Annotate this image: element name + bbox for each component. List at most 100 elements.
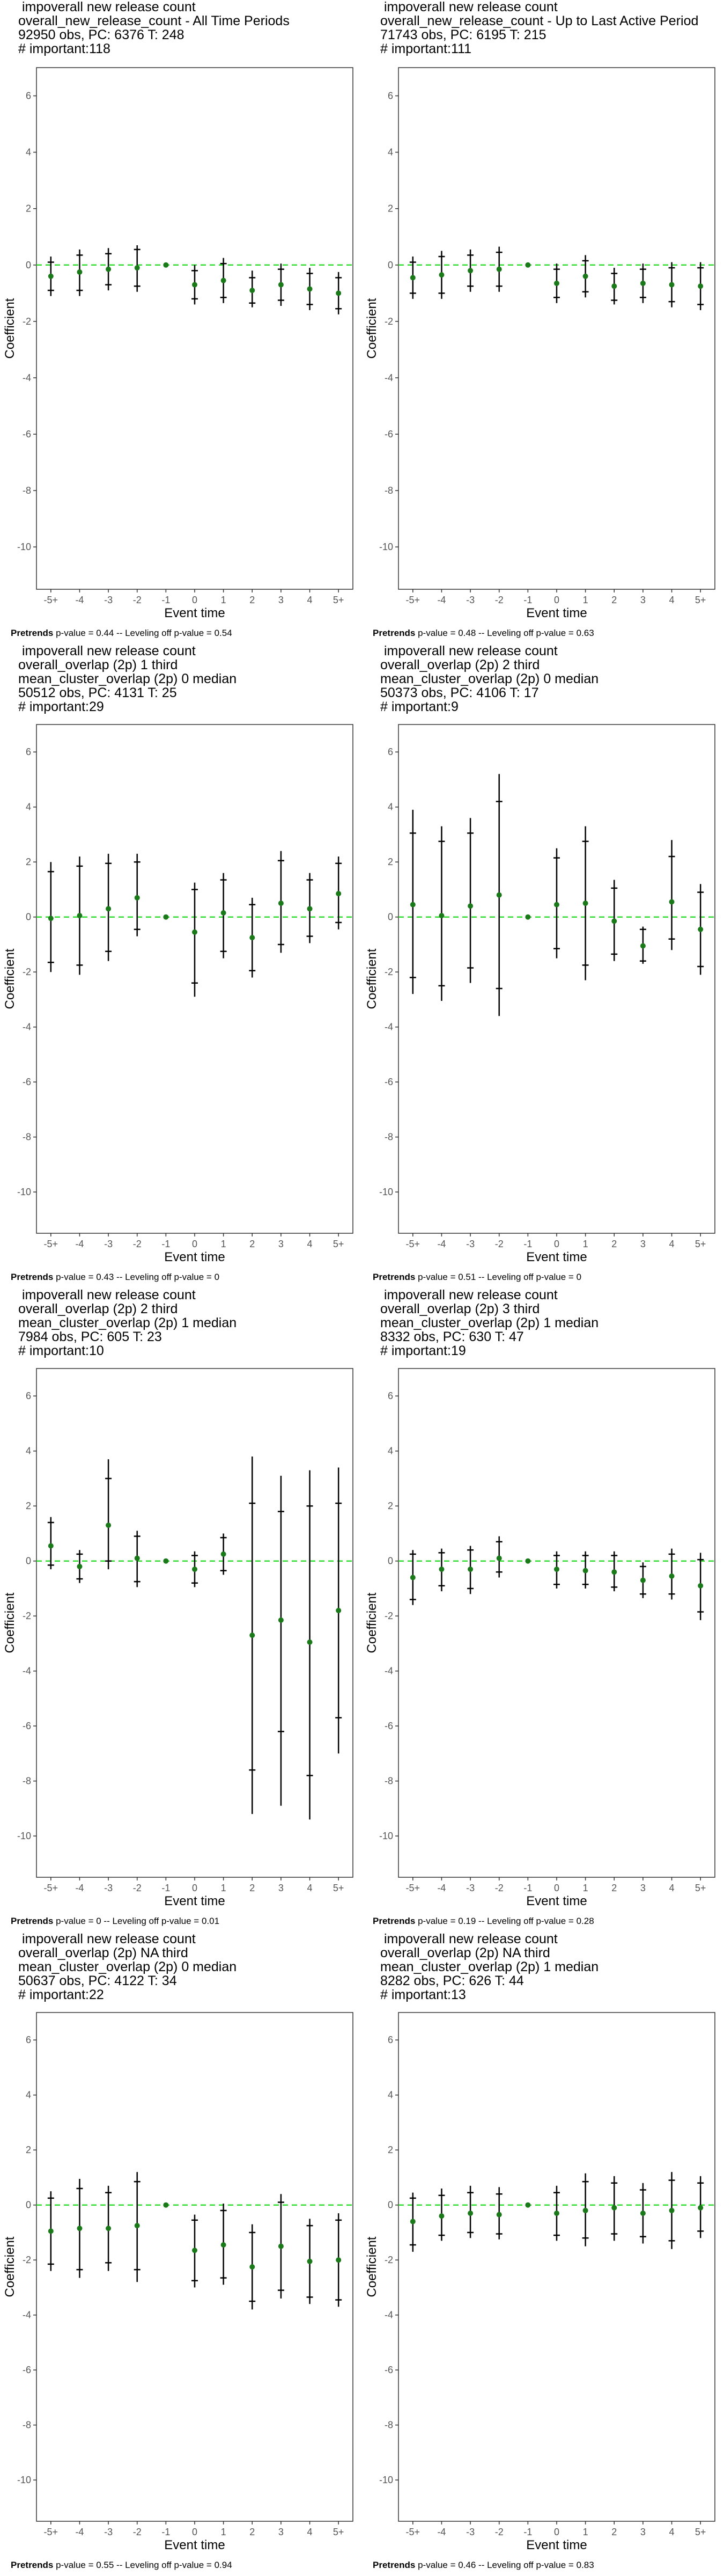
chart-title-line: 7984 obs, PC: 605 T: 23 bbox=[18, 1329, 162, 1344]
x-tick-label: 3 bbox=[640, 595, 646, 605]
y-tick-label: -2 bbox=[385, 316, 393, 327]
x-tick-label: 5+ bbox=[695, 1239, 706, 1249]
x-tick-label: -3 bbox=[104, 1239, 113, 1249]
x-tick-label: -3 bbox=[466, 2527, 475, 2537]
x-tick-label: 0 bbox=[192, 1883, 197, 1893]
y-tick-label: -8 bbox=[385, 1132, 393, 1143]
x-axis-title: Event time bbox=[164, 1894, 225, 1908]
x-tick-label: -2 bbox=[133, 595, 142, 605]
chart-title-line: mean_cluster_overlap (2p) 0 median bbox=[18, 1959, 237, 1974]
y-tick-label: -4 bbox=[23, 2310, 31, 2321]
y-tick-label: -10 bbox=[379, 2475, 393, 2485]
coefficient-point bbox=[669, 899, 675, 905]
x-tick-label: 5+ bbox=[695, 1883, 706, 1893]
y-tick-label: 4 bbox=[388, 2090, 393, 2101]
coefficient-point bbox=[468, 268, 474, 274]
y-tick-label: 6 bbox=[26, 2035, 31, 2045]
x-tick-label: -1 bbox=[161, 1883, 170, 1893]
y-tick-label: 2 bbox=[388, 2145, 393, 2155]
x-tick-label: 2 bbox=[611, 1239, 617, 1249]
pvalue-footnote-label: Pretrends bbox=[11, 1916, 54, 1926]
coefficient-point bbox=[336, 891, 342, 897]
coefficient-point bbox=[410, 2219, 416, 2224]
x-tick-label: 3 bbox=[278, 1883, 284, 1893]
y-tick-label: 2 bbox=[388, 203, 393, 214]
coefficient-point bbox=[134, 2223, 140, 2229]
pvalue-footnote: Pretrends p-value = 0.46 -- Leveling off… bbox=[373, 2560, 594, 2571]
x-tick-label: 4 bbox=[307, 2527, 313, 2537]
coefficient-point bbox=[77, 269, 83, 275]
pvalue-footnote: Pretrends p-value = 0.19 -- Leveling off… bbox=[373, 1916, 594, 1927]
pvalue-footnote-label: Pretrends bbox=[11, 1272, 54, 1282]
chart-title-line: 50512 obs, PC: 4131 T: 25 bbox=[18, 685, 177, 700]
coefficient-point bbox=[554, 902, 559, 908]
chart-title: impoverall new release count overall_over… bbox=[380, 644, 599, 714]
x-tick-label: 4 bbox=[669, 1883, 675, 1893]
x-tick-label: -2 bbox=[133, 1239, 142, 1249]
x-tick-label: -3 bbox=[104, 1883, 113, 1893]
coefficient-point bbox=[554, 2211, 559, 2216]
chart-title-line: impoverall new release count bbox=[380, 1931, 558, 1946]
chart-title-line: overall_overlap (2p) 2 third bbox=[18, 1301, 178, 1316]
coefficient-point bbox=[220, 1551, 226, 1557]
coefficient-point bbox=[525, 262, 531, 268]
x-tick-label: 4 bbox=[669, 1239, 675, 1249]
x-tick-label: 3 bbox=[640, 1239, 646, 1249]
x-tick-label: 3 bbox=[278, 2527, 284, 2537]
y-tick-label: -4 bbox=[23, 372, 31, 383]
coefficient-point bbox=[48, 2228, 54, 2234]
pvalue-footnote-values: p-value = 0.43 -- Leveling off p-value =… bbox=[53, 1272, 220, 1282]
chart-title-line: # important:118 bbox=[18, 41, 110, 56]
y-axis-title: Coefficient bbox=[3, 298, 17, 358]
y-tick-label: -10 bbox=[379, 1831, 393, 1841]
pvalue-footnote-values: p-value = 0.48 -- Leveling off p-value =… bbox=[415, 628, 594, 638]
pvalue-footnote-label: Pretrends bbox=[373, 628, 416, 638]
chart-title: impoverall new release count overall_over… bbox=[18, 1288, 237, 1358]
coefficient-point bbox=[611, 1569, 617, 1575]
x-tick-label: -5+ bbox=[44, 595, 58, 605]
coefficient-point bbox=[192, 282, 197, 288]
y-tick-label: 2 bbox=[26, 1501, 31, 1511]
coefficient-point bbox=[468, 2211, 474, 2216]
coefficient-point bbox=[410, 275, 416, 281]
pvalue-footnote: Pretrends p-value = 0.43 -- Leveling off… bbox=[11, 1272, 219, 1283]
x-tick-label: 3 bbox=[278, 595, 284, 605]
pvalue-footnote: Pretrends p-value = 0.48 -- Leveling off… bbox=[373, 628, 594, 639]
pvalue-footnote-values: p-value = 0.46 -- Leveling off p-value =… bbox=[415, 2560, 594, 2570]
coefficient-point bbox=[249, 1633, 255, 1638]
x-tick-label: -5+ bbox=[406, 1883, 420, 1893]
y-tick-label: 2 bbox=[26, 203, 31, 214]
coefficient-point bbox=[410, 1575, 416, 1580]
coefficient-point bbox=[192, 1567, 197, 1572]
chart-panel-1: impoverall new release count overall_new_… bbox=[0, 0, 354, 639]
x-tick-label: -4 bbox=[437, 2527, 446, 2537]
pvalue-footnote: Pretrends p-value = 0.44 -- Leveling off… bbox=[11, 628, 232, 639]
coefficient-point bbox=[496, 892, 502, 898]
pvalue-footnote: Pretrends p-value = 0.51 -- Leveling off… bbox=[373, 1272, 581, 1283]
x-tick-label: -1 bbox=[161, 1239, 170, 1249]
coefficient-point bbox=[582, 1568, 588, 1574]
coefficient-point bbox=[525, 2202, 531, 2208]
coefficient-point bbox=[554, 1567, 559, 1572]
y-tick-label: 6 bbox=[388, 91, 393, 101]
x-tick-label: 2 bbox=[249, 2527, 255, 2537]
x-tick-label: -1 bbox=[523, 595, 532, 605]
chart-title-line: mean_cluster_overlap (2p) 0 median bbox=[380, 671, 599, 686]
coefficient-point bbox=[106, 2226, 112, 2231]
y-tick-label: -10 bbox=[17, 541, 31, 552]
y-tick-label: -6 bbox=[23, 1077, 31, 1087]
chart-panel-7: impoverall new release count overall_over… bbox=[0, 1932, 354, 2571]
x-tick-label: 5+ bbox=[333, 1239, 344, 1249]
y-tick-label: -8 bbox=[23, 1776, 31, 1787]
y-tick-label: -8 bbox=[23, 2420, 31, 2431]
chart-title-line: 92950 obs, PC: 6376 T: 248 bbox=[18, 27, 184, 42]
coefficient-point bbox=[496, 1555, 502, 1561]
x-tick-label: -5+ bbox=[406, 595, 420, 605]
x-tick-label: -5+ bbox=[44, 1239, 58, 1249]
chart-title-line: 50637 obs, PC: 4122 T: 34 bbox=[18, 1973, 177, 1988]
coefficient-point bbox=[220, 910, 226, 916]
